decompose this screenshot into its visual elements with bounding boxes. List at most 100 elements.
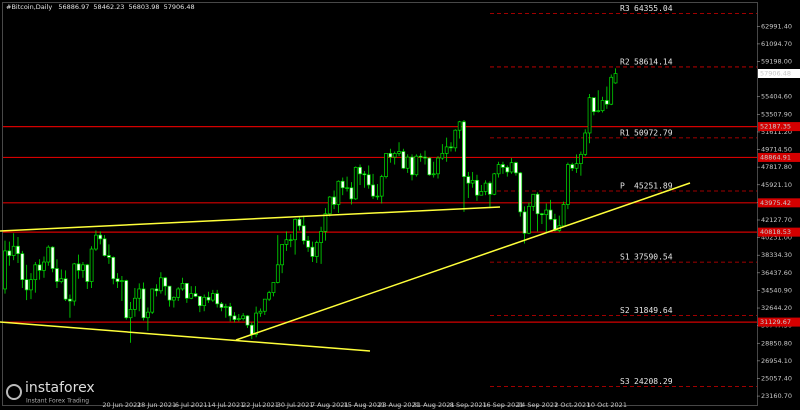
pivot-value: 58614.14 — [634, 57, 673, 66]
candle-body — [288, 239, 293, 241]
tagline: Instant Forex Trading — [26, 398, 89, 405]
pivot-name: R2 — [620, 57, 630, 66]
candle-body — [241, 315, 245, 320]
candle-body — [410, 156, 414, 176]
candle-body — [24, 279, 29, 291]
candle-body — [150, 288, 155, 313]
level-tag — [758, 122, 800, 132]
candle-body — [167, 285, 172, 301]
candle-body — [514, 162, 518, 174]
candle-body — [496, 164, 501, 175]
trendlines — [0, 182, 691, 352]
candle-body — [223, 306, 228, 308]
candle-body — [561, 204, 566, 227]
price-tag — [758, 68, 800, 78]
candle-body — [37, 264, 42, 271]
candle-body — [479, 191, 484, 196]
x-tick-label: 20 Jun 2021 — [102, 401, 141, 409]
candle-body — [189, 293, 194, 299]
candle-body — [50, 246, 55, 269]
y-tick-label: 55404.60 — [761, 93, 792, 101]
level-label: 43975.42 — [760, 199, 791, 207]
candle-body — [544, 209, 549, 216]
candle-body — [397, 151, 401, 154]
candle-body — [336, 180, 341, 205]
level-label: 52187.35 — [760, 123, 791, 131]
watermark: instaforex Instant Forex Trading — [6, 380, 95, 405]
y-tick-label: 32644.20 — [761, 304, 792, 312]
candle-body — [232, 315, 237, 320]
candle-body — [98, 234, 103, 240]
candle-body — [185, 283, 189, 299]
candle-body — [418, 155, 423, 158]
candle-body — [72, 263, 77, 302]
candle-body — [605, 100, 609, 105]
plot-frame — [2, 2, 758, 406]
y-tick-label: 26954.10 — [761, 357, 792, 365]
x-tick-label: 2 Oct 2021 — [554, 401, 590, 409]
candle-body — [89, 248, 94, 282]
pivot-name: S3 — [620, 377, 630, 386]
candle-body — [505, 166, 510, 173]
candle-body — [401, 151, 406, 169]
label-layer: 23160.7025057.4026954.1028850.8030747.50… — [102, 4, 800, 409]
y-tick-label: 47817.80 — [761, 163, 792, 171]
candle-body — [275, 264, 280, 283]
candle-body — [440, 153, 445, 159]
candle-body — [68, 298, 72, 302]
candle-body — [198, 296, 202, 307]
trendline — [0, 321, 371, 352]
candle-body — [154, 288, 159, 292]
candle-body — [379, 176, 384, 197]
pivot-name: S2 — [620, 306, 630, 315]
candle-body — [475, 179, 479, 196]
candle-body — [449, 146, 453, 149]
pivot-name: R1 — [620, 128, 630, 137]
candle-body — [115, 278, 120, 282]
candle-body — [293, 218, 297, 241]
x-tick-label: 14 Jul 2021 — [207, 401, 244, 409]
candle-body — [236, 318, 241, 320]
candle-body — [566, 164, 570, 205]
candle-body — [310, 246, 315, 257]
candle-body — [3, 250, 7, 290]
y-tick-label: 23160.70 — [761, 392, 792, 400]
pivot-value: 24208.29 — [634, 377, 673, 386]
candle-body — [414, 155, 419, 176]
candle-body — [509, 162, 514, 173]
candle-body — [11, 245, 16, 256]
candle-body — [85, 264, 90, 282]
candle-body — [405, 156, 410, 169]
candle-body — [124, 280, 129, 319]
x-tick-label: 23 Aug 2021 — [378, 401, 420, 409]
candle-body — [388, 153, 393, 158]
candle-body — [349, 187, 354, 200]
candle-body — [375, 195, 380, 198]
candle-body — [423, 156, 427, 159]
candle-body — [297, 218, 302, 227]
candle-body — [120, 280, 124, 282]
x-tick-label: 30 Jul 2021 — [277, 401, 314, 409]
x-tick-label: 15 Aug 2021 — [344, 401, 386, 409]
candle-body — [427, 157, 432, 176]
candle-body — [94, 234, 98, 250]
close: 57906.48 — [164, 3, 195, 11]
candle-body — [444, 146, 449, 154]
candle-body — [501, 164, 505, 168]
y-tick-label: 25057.40 — [761, 374, 792, 382]
pivot-value: 64355.04 — [634, 4, 673, 13]
level-tag — [758, 227, 800, 237]
candle-body — [319, 231, 323, 243]
candle-body — [55, 268, 59, 282]
y-tick-label: 51611.20 — [761, 128, 792, 136]
pivot-name: R3 — [620, 4, 630, 13]
candle-body — [7, 250, 12, 256]
candle-body — [462, 121, 466, 177]
candle-body — [245, 315, 250, 326]
y-tick-label: 34540.90 — [761, 286, 792, 294]
low: 56803.98 — [129, 3, 160, 11]
candle-body — [215, 293, 220, 305]
level-tag — [758, 152, 800, 162]
candle-body — [314, 242, 319, 257]
pivot-value: 31849.64 — [634, 306, 673, 315]
